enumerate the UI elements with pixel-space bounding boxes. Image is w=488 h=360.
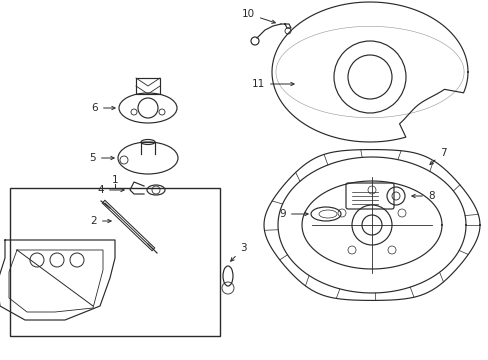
Text: 10: 10	[242, 9, 275, 23]
Text: 5: 5	[89, 153, 114, 163]
Text: 2: 2	[90, 216, 111, 226]
Text: 7: 7	[429, 148, 446, 165]
Text: 4: 4	[97, 185, 124, 195]
Text: 6: 6	[91, 103, 115, 113]
Bar	[136, 78, 160, 94]
Text: 8: 8	[411, 191, 434, 201]
Text: 3: 3	[230, 243, 246, 261]
Text: 9: 9	[279, 209, 307, 219]
Text: 1: 1	[111, 175, 118, 185]
Text: 11: 11	[251, 79, 294, 89]
Bar	[10, 188, 220, 336]
